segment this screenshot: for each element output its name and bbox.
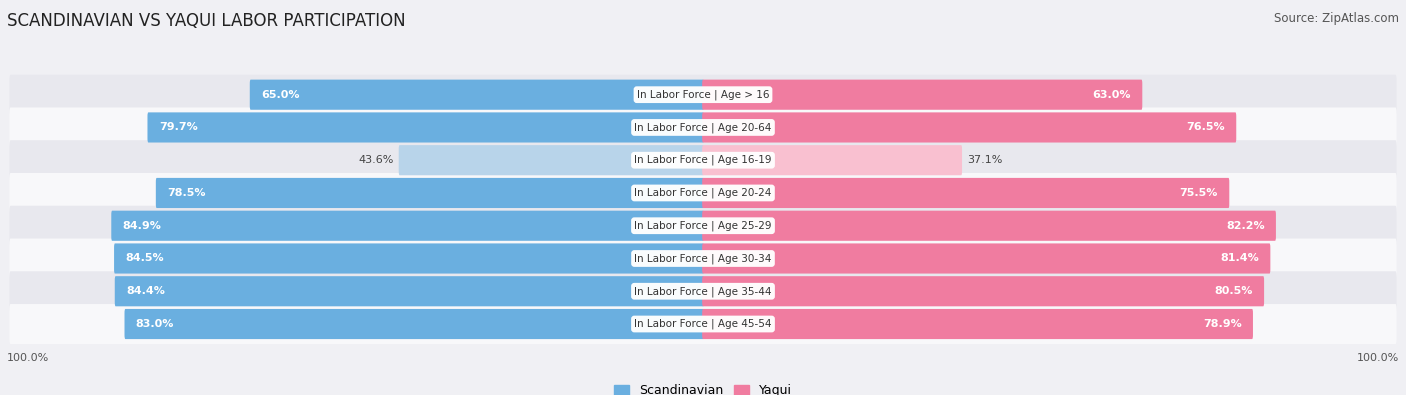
- FancyBboxPatch shape: [250, 80, 704, 110]
- Text: Source: ZipAtlas.com: Source: ZipAtlas.com: [1274, 12, 1399, 25]
- FancyBboxPatch shape: [10, 271, 1396, 311]
- Text: In Labor Force | Age 30-34: In Labor Force | Age 30-34: [634, 253, 772, 264]
- Text: In Labor Force | Age 16-19: In Labor Force | Age 16-19: [634, 155, 772, 166]
- Text: 76.5%: 76.5%: [1187, 122, 1225, 132]
- Text: 78.9%: 78.9%: [1204, 319, 1241, 329]
- FancyBboxPatch shape: [10, 75, 1396, 115]
- Text: 84.4%: 84.4%: [127, 286, 165, 296]
- Text: 43.6%: 43.6%: [359, 155, 394, 165]
- Text: 78.5%: 78.5%: [167, 188, 205, 198]
- Text: 79.7%: 79.7%: [159, 122, 197, 132]
- FancyBboxPatch shape: [399, 145, 704, 175]
- Text: 65.0%: 65.0%: [262, 90, 299, 100]
- FancyBboxPatch shape: [125, 309, 704, 339]
- FancyBboxPatch shape: [10, 206, 1396, 246]
- Text: 100.0%: 100.0%: [7, 353, 49, 363]
- Text: SCANDINAVIAN VS YAQUI LABOR PARTICIPATION: SCANDINAVIAN VS YAQUI LABOR PARTICIPATIO…: [7, 12, 406, 30]
- Text: In Labor Force | Age 35-44: In Labor Force | Age 35-44: [634, 286, 772, 297]
- FancyBboxPatch shape: [702, 211, 1275, 241]
- Text: 83.0%: 83.0%: [136, 319, 174, 329]
- FancyBboxPatch shape: [702, 309, 1253, 339]
- Text: 80.5%: 80.5%: [1215, 286, 1253, 296]
- Text: In Labor Force | Age 25-29: In Labor Force | Age 25-29: [634, 220, 772, 231]
- Text: 82.2%: 82.2%: [1226, 221, 1264, 231]
- Text: In Labor Force | Age 20-64: In Labor Force | Age 20-64: [634, 122, 772, 133]
- FancyBboxPatch shape: [10, 304, 1396, 344]
- Text: 63.0%: 63.0%: [1092, 90, 1130, 100]
- FancyBboxPatch shape: [10, 140, 1396, 180]
- FancyBboxPatch shape: [111, 211, 704, 241]
- FancyBboxPatch shape: [115, 276, 704, 306]
- Text: In Labor Force | Age 20-24: In Labor Force | Age 20-24: [634, 188, 772, 198]
- Text: In Labor Force | Age 45-54: In Labor Force | Age 45-54: [634, 319, 772, 329]
- FancyBboxPatch shape: [702, 145, 962, 175]
- FancyBboxPatch shape: [148, 113, 704, 143]
- FancyBboxPatch shape: [114, 243, 704, 274]
- Text: In Labor Force | Age > 16: In Labor Force | Age > 16: [637, 89, 769, 100]
- FancyBboxPatch shape: [702, 178, 1229, 208]
- FancyBboxPatch shape: [10, 173, 1396, 213]
- Legend: Scandinavian, Yaqui: Scandinavian, Yaqui: [609, 379, 797, 395]
- Text: 37.1%: 37.1%: [967, 155, 1002, 165]
- FancyBboxPatch shape: [702, 113, 1236, 143]
- FancyBboxPatch shape: [702, 276, 1264, 306]
- FancyBboxPatch shape: [702, 243, 1271, 274]
- Text: 75.5%: 75.5%: [1180, 188, 1218, 198]
- FancyBboxPatch shape: [702, 80, 1142, 110]
- Text: 84.5%: 84.5%: [125, 254, 165, 263]
- FancyBboxPatch shape: [10, 107, 1396, 147]
- Text: 81.4%: 81.4%: [1220, 254, 1260, 263]
- Text: 84.9%: 84.9%: [122, 221, 162, 231]
- Text: 100.0%: 100.0%: [1357, 353, 1399, 363]
- FancyBboxPatch shape: [156, 178, 704, 208]
- FancyBboxPatch shape: [10, 239, 1396, 278]
